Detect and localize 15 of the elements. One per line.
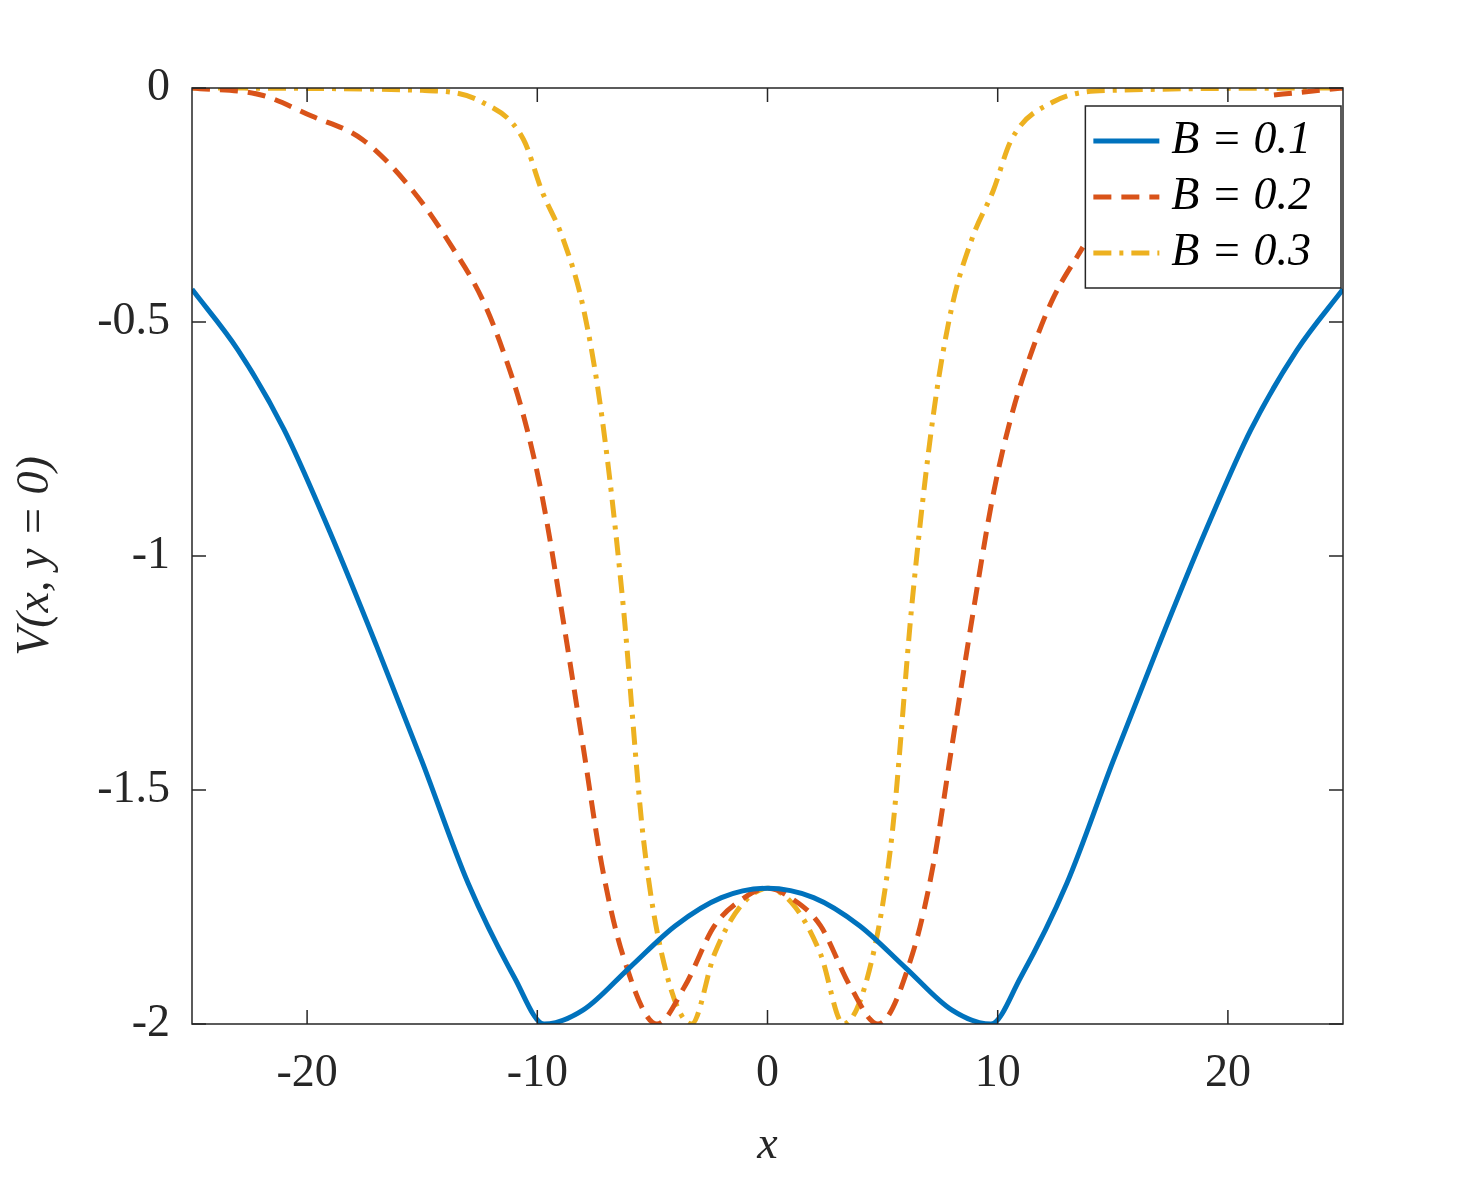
x-tick-label: 10 xyxy=(974,1044,1021,1096)
x-tick-label: 0 xyxy=(756,1044,779,1096)
y-tick-label: 0 xyxy=(147,59,170,111)
x-tick-label: -10 xyxy=(506,1044,568,1096)
y-tick-label: -1.5 xyxy=(97,761,170,813)
legend-label: B = 0.1 xyxy=(1171,112,1311,164)
y-tick-label: -0.5 xyxy=(97,293,170,345)
x-axis-title: x xyxy=(756,1117,779,1169)
legend-label: B = 0.2 xyxy=(1171,168,1311,220)
legend-label: B = 0.3 xyxy=(1171,224,1311,276)
x-tick-label: -20 xyxy=(276,1044,338,1096)
y-tick-label: -2 xyxy=(131,995,170,1047)
y-axis-title: V(x, y = 0) xyxy=(6,456,58,656)
y-tick-label: -1 xyxy=(131,527,170,579)
x-tick-label: 20 xyxy=(1204,1044,1251,1096)
